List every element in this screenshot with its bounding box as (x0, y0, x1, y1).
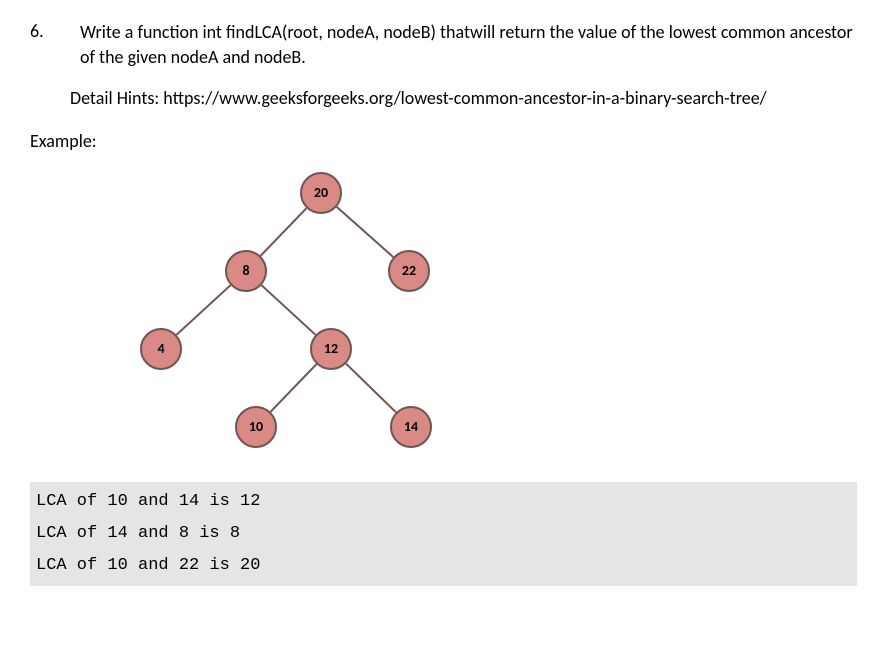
tree-node: 8 (225, 250, 267, 292)
output-line: LCA of 10 and 22 is 20 (36, 550, 851, 582)
tree-node: 10 (235, 406, 277, 448)
output-block: LCA of 10 and 14 is 12LCA of 14 and 8 is… (30, 482, 857, 587)
hints-prefix: Detail Hints: (70, 87, 163, 109)
output-line: LCA of 14 and 8 is 8 (36, 518, 851, 550)
hints-url: https://www.geeksforgeeks.org/lowest-com… (163, 87, 766, 109)
tree-node: 4 (140, 328, 182, 370)
tree-diagram: 20 8 22 4 12 10 14 (110, 172, 510, 462)
tree-node: 12 (310, 328, 352, 370)
output-line: LCA of 10 and 14 is 12 (36, 486, 851, 518)
tree-node: 20 (300, 172, 342, 214)
tree-node: 14 (390, 406, 432, 448)
question-number: 6. (30, 20, 80, 42)
example-label: Example: (30, 130, 857, 152)
question-row: 6. Write a function int findLCA(root, no… (30, 20, 857, 70)
question-text: Write a function int findLCA(root, nodeA… (80, 20, 857, 70)
tree-edges (110, 172, 510, 462)
tree-node: 22 (388, 250, 430, 292)
hints-block: Detail Hints: https://www.geeksforgeeks.… (70, 86, 857, 111)
